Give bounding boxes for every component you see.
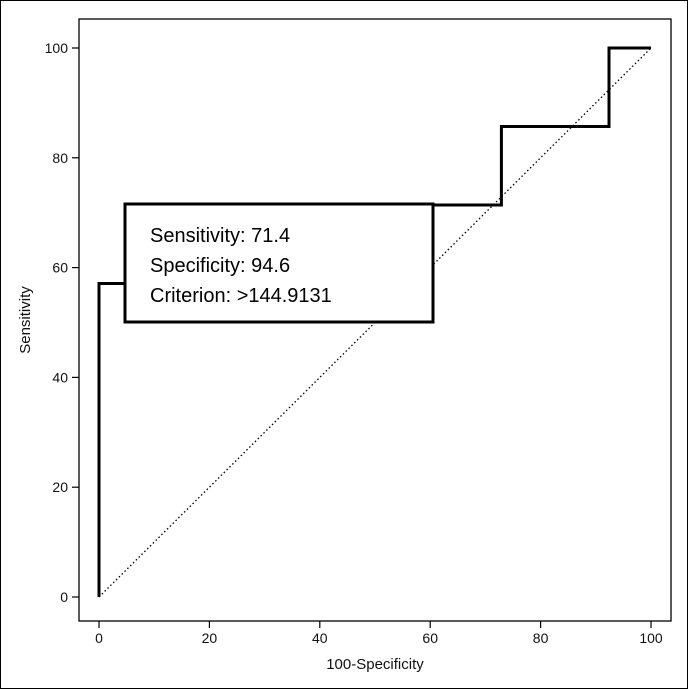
tick-group: 0 20 40 60 80 100 0 20 40 60 80 100 — [45, 40, 663, 646]
x-tick-label: 100 — [639, 630, 663, 646]
plot-area-border — [78, 18, 672, 622]
annotation-rect — [123, 202, 435, 324]
x-tick-label: 0 — [95, 630, 103, 646]
y-tick-label: 100 — [45, 40, 69, 56]
x-axis-title: 100-Specificity — [326, 656, 424, 673]
y-axis-title: Sensitivity — [17, 286, 34, 354]
annotation-line-criterion: Criterion: >144.9131 — [150, 285, 332, 307]
y-tick-label: 40 — [52, 369, 68, 385]
annotation-line-specificity: Specificity: 94.6 — [150, 255, 290, 277]
x-tick-label: 20 — [202, 630, 218, 646]
x-tick-label: 60 — [422, 630, 438, 646]
y-tick-label: 20 — [52, 479, 68, 495]
annotation-line-sensitivity: Sensitivity: 71.4 — [150, 225, 290, 247]
y-tick-label: 0 — [60, 589, 68, 605]
roc-curve-line — [97, 46, 651, 597]
y-tick-label: 80 — [52, 150, 68, 166]
annotation-box: Sensitivity: 71.4 Specificity: 94.6 Crit… — [123, 202, 435, 324]
x-tick-label: 40 — [312, 630, 328, 646]
x-tick-label: 80 — [533, 630, 549, 646]
y-tick-label: 60 — [52, 260, 68, 276]
